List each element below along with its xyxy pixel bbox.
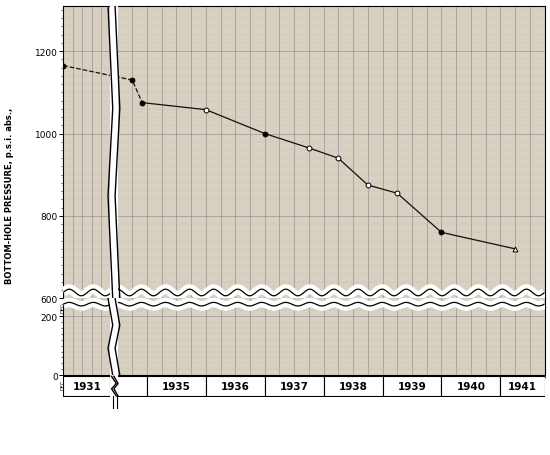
Text: 1931: 1931 <box>73 381 101 391</box>
Bar <box>110 298 118 375</box>
Text: 1940: 1940 <box>456 381 485 391</box>
Text: 1935: 1935 <box>162 381 191 391</box>
Bar <box>118 376 147 396</box>
Bar <box>265 376 323 396</box>
Bar <box>206 376 265 396</box>
Bar <box>500 376 544 396</box>
Bar <box>147 376 206 396</box>
Text: 1936: 1936 <box>221 381 250 391</box>
Bar <box>382 376 442 396</box>
Text: 1938: 1938 <box>339 381 367 391</box>
Bar <box>110 7 118 298</box>
Text: 1941: 1941 <box>508 381 537 391</box>
Bar <box>323 376 382 396</box>
Text: 1937: 1937 <box>279 381 309 391</box>
Bar <box>442 376 500 396</box>
Bar <box>110 375 118 397</box>
Bar <box>63 376 111 396</box>
Text: BOTTOM-HOLE PRESSURE, p.s.i. abs.,: BOTTOM-HOLE PRESSURE, p.s.i. abs., <box>6 108 14 283</box>
Text: 1939: 1939 <box>398 381 426 391</box>
